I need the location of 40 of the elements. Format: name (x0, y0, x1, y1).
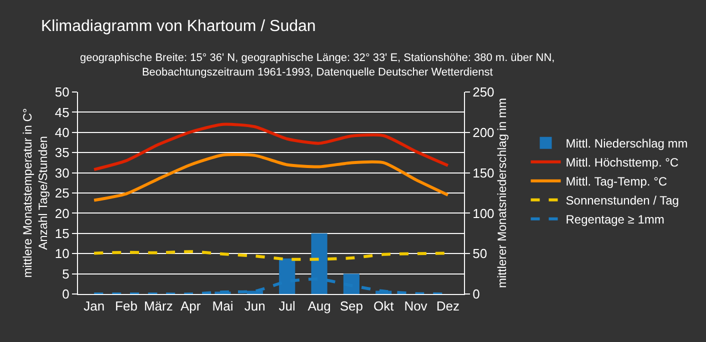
line-series (92, 122, 450, 172)
x-tick-label: Jan (84, 298, 105, 314)
y2-tick-label: 100 (472, 206, 494, 221)
y-tick-label: 50 (54, 84, 70, 100)
y-tick-label: 35 (54, 145, 70, 160)
x-tick-label: Dez (436, 298, 460, 314)
y2-axis-title: mittlerer Monatsniederschlag in mm (495, 98, 510, 288)
legend-label: Sonnenstunden / Tag (566, 194, 679, 208)
y-tick-label: 25 (54, 186, 70, 201)
y-tick-label: 15 (54, 226, 70, 241)
x-tick-label: Aug (308, 298, 331, 314)
y2-tick-label: 200 (472, 124, 494, 140)
y2-tick-label: 250 (472, 84, 494, 100)
y-tick-label: 5 (62, 266, 70, 282)
x-tick-label: Sep (340, 298, 363, 314)
y2-tick-label: 0 (472, 286, 480, 302)
legend-label: Mittl. Niederschlag mm (566, 136, 688, 151)
y2-tick-label: 50 (472, 246, 488, 262)
x-tick-label: Mai (212, 298, 234, 314)
x-tick-label: Apr (180, 298, 202, 314)
y-tick-label: 30 (54, 165, 70, 180)
legend-label: Mittl. Tag-Temp. °C (566, 174, 668, 189)
legend-label: Regentage ≥ 1mm (566, 212, 664, 227)
chart-subtitle: geographische Breite: 15° 36' N, geographische Länge: 32° 33' E, Stationshöhe: 380 m. über NN, Beobachtungszeitraum 1961-1993, Datenquelle Deutscher Wetterdienst (80, 52, 555, 78)
line-series (92, 153, 450, 202)
x-tick-label: Jun (244, 298, 266, 314)
x-tick-label: März (144, 298, 173, 314)
x-tick-label: Jul (278, 298, 296, 314)
chart-title: Klimadiagramm von Khartoum / Sudan (41, 18, 316, 35)
y2-tick-label: 150 (472, 165, 494, 180)
y-tick-label: 45 (54, 104, 70, 120)
y-axis-title: mittlere Monatstemperatur in C° Anzahl Tage/Stunden (20, 108, 50, 278)
x-tick-label: Nov (404, 298, 428, 314)
legend-label: Mittl. Höchsttemp. °C (566, 156, 679, 170)
y-tick-label: 40 (54, 124, 70, 140)
y-tick-label: 20 (54, 206, 70, 221)
y-tick-label: 10 (54, 246, 70, 262)
x-tick-label: Okt (373, 298, 394, 314)
y-tick-label: 0 (62, 286, 70, 302)
x-tick-label: Feb (115, 298, 138, 314)
